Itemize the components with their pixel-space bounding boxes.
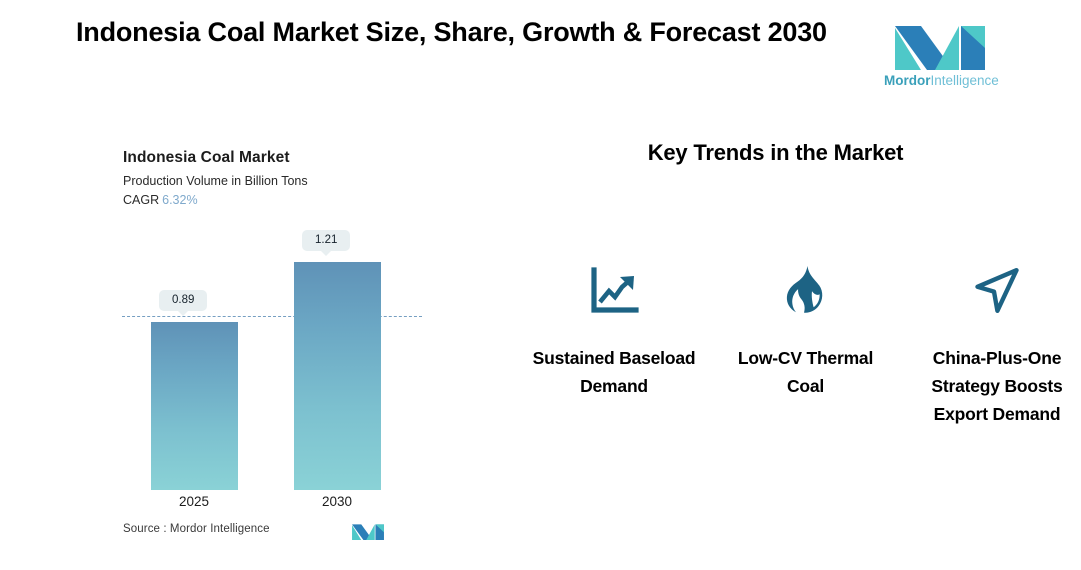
cagr-value: 6.32%	[162, 193, 198, 207]
x-axis-label-2025: 2025	[178, 494, 210, 509]
flame-icon	[786, 266, 822, 313]
x-axis-label-2030: 2030	[321, 494, 353, 509]
trend-card-china-plus-one-strategy: China-Plus-One Strategy Boosts Export De…	[913, 260, 1081, 428]
bar-2030	[294, 262, 381, 490]
bar-value-badge-2030: 1.21	[302, 230, 351, 256]
navigation-arrow-icon	[975, 268, 1019, 313]
bar-value-badge-2025: 0.89	[159, 290, 208, 316]
reference-dashed-line	[122, 316, 422, 317]
trend-cards-row: Sustained Baseload Demand Low-CV Thermal…	[530, 260, 1081, 428]
page-header: Indonesia Coal Market Size, Share, Growt…	[0, 0, 1081, 110]
mordor-m-logo-icon	[895, 26, 985, 70]
bar-chart-plot: 0.89 1.21 2025 2030	[0, 110, 470, 510]
brand-word-intelligence: Intelligence	[930, 73, 999, 88]
brand-word-mordor: Mordor	[884, 73, 931, 88]
chart-title: Indonesia Coal Market	[123, 149, 290, 166]
trends-panel: Key Trends in the Market Sustained Basel…	[470, 110, 1081, 570]
cagr-label: CAGR	[123, 193, 160, 207]
brand-logo: MordorIntelligence	[884, 8, 999, 92]
trend-label-3: China-Plus-One Strategy Boosts Export De…	[931, 348, 1063, 424]
trends-heading: Key Trends in the Market	[647, 140, 904, 165]
line-chart-growth-icon	[591, 267, 639, 313]
trend-icon-wrap-2	[783, 260, 829, 322]
chart-panel: Indonesia Coal Market Production Volume …	[0, 110, 470, 570]
page-title: Indonesia Coal Market Size, Share, Growt…	[76, 17, 827, 47]
trend-icon-wrap-3	[971, 260, 1023, 322]
trend-card-sustained-baseload-demand: Sustained Baseload Demand	[530, 260, 698, 400]
brand-wordmark: MordorIntelligence	[884, 73, 999, 88]
chart-subtitle: Production Volume in Billion Tons	[123, 174, 308, 188]
source-label: Source : Mordor Intelligence	[123, 523, 270, 535]
chart-cagr: CAGR 6.32%	[123, 193, 198, 207]
trend-icon-wrap-1	[589, 260, 639, 322]
trend-card-low-cv-thermal-coal: Low-CV Thermal Coal	[722, 260, 890, 400]
trend-label-2: Low-CV Thermal Coal	[737, 348, 874, 396]
trend-label-1: Sustained Baseload Demand	[532, 348, 696, 396]
source-mordor-m-logo-icon	[352, 524, 384, 540]
bar-2025	[151, 322, 238, 490]
bars-container	[0, 250, 470, 490]
